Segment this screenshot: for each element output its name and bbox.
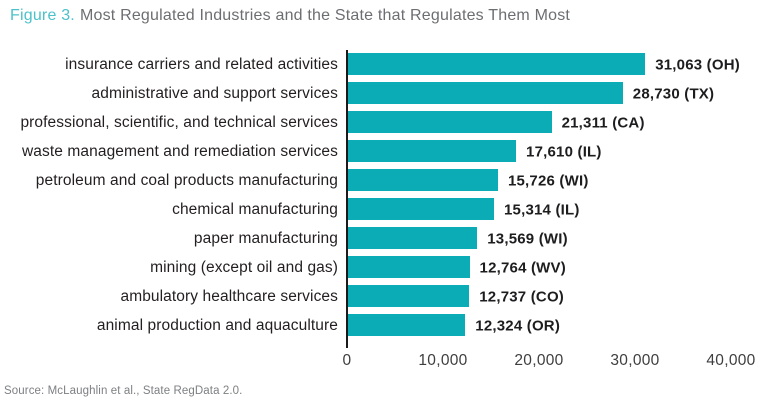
category-label: petroleum and coal products manufacturin… xyxy=(35,171,338,189)
bar-value-label: 12,737 (CO) xyxy=(479,288,565,305)
bar-track: 15,726 (WI) xyxy=(347,166,731,195)
bar-row: animal production and aquaculture 12,324 … xyxy=(0,311,768,340)
x-tick-label: 0 xyxy=(342,352,352,369)
category-label: professional, scientific, and technical … xyxy=(20,113,338,131)
bar-track: 13,569 (WI) xyxy=(347,224,731,253)
bar-row: ambulatory healthcare services 12,737 (CO… xyxy=(0,282,768,311)
bar-track: 28,730 (TX) xyxy=(347,79,731,108)
figure-title: Figure 3. Most Regulated Industries and t… xyxy=(10,7,570,25)
bar-value-label: 21,311 (CA) xyxy=(561,114,645,131)
bar xyxy=(347,256,470,278)
source-note: Source: McLaughlin et al., State RegData… xyxy=(4,385,243,397)
bar-track: 12,324 (OR) xyxy=(347,311,731,340)
bar-rows: insurance carriers and related activitie… xyxy=(0,50,768,340)
bar-track: 12,737 (CO) xyxy=(347,282,731,311)
bar-track: 12,764 (WV) xyxy=(347,253,731,282)
bar-row: administrative and support services 28,73… xyxy=(0,79,768,108)
y-axis-line xyxy=(346,50,348,348)
bar-value-label: 15,314 (IL) xyxy=(504,201,580,218)
x-tick-label: 30,000 xyxy=(610,352,660,369)
bar xyxy=(347,198,494,220)
category-label: insurance carriers and related activitie… xyxy=(65,55,338,73)
figure-number-label: Figure 3. xyxy=(10,7,75,24)
x-tick-label: 20,000 xyxy=(514,352,564,369)
category-label: administrative and support services xyxy=(91,84,338,102)
bar xyxy=(347,314,466,336)
bar-row: paper manufacturing 13,569 (WI) xyxy=(0,224,768,253)
bar-value-label: 13,569 (WI) xyxy=(487,230,568,247)
bar-row: chemical manufacturing 15,314 (IL) xyxy=(0,195,768,224)
bar-track: 31,063 (OH) xyxy=(347,50,740,79)
bar-row: waste management and remediation service… xyxy=(0,137,768,166)
bar-track: 17,610 (IL) xyxy=(347,137,731,166)
bar xyxy=(347,140,517,162)
bar-value-label: 31,063 (OH) xyxy=(655,56,740,73)
bar-row: professional, scientific, and technical … xyxy=(0,108,768,137)
bar-value-label: 12,764 (WV) xyxy=(479,259,566,276)
bar-track: 15,314 (IL) xyxy=(347,195,731,224)
bar-row: petroleum and coal products manufacturin… xyxy=(0,166,768,195)
category-label: chemical manufacturing xyxy=(172,200,338,218)
figure-title-text: Most Regulated Industries and the State … xyxy=(79,7,571,24)
bar-row: mining (except oil and gas) 12,764 (WV) xyxy=(0,253,768,282)
x-tick-label: 10,000 xyxy=(418,352,468,369)
x-axis-ticks: 0 10,000 20,000 30,000 40,000 xyxy=(343,352,756,372)
bar-track: 21,311 (CA) xyxy=(347,108,731,137)
bar-value-label: 28,730 (TX) xyxy=(632,85,715,102)
x-tick-label: 40,000 xyxy=(706,352,756,369)
bar xyxy=(347,82,623,104)
category-label: mining (except oil and gas) xyxy=(150,258,338,276)
bar-value-label: 17,610 (IL) xyxy=(526,143,602,160)
category-label: paper manufacturing xyxy=(193,229,338,247)
bar xyxy=(347,111,552,133)
bar xyxy=(347,285,470,307)
bar xyxy=(347,227,478,249)
bar xyxy=(347,169,498,191)
bar-value-label: 15,726 (WI) xyxy=(507,172,589,189)
bar-row: insurance carriers and related activitie… xyxy=(0,50,768,79)
category-label: animal production and aquaculture xyxy=(96,316,338,334)
category-label: waste management and remediation service… xyxy=(22,142,338,160)
category-label: ambulatory healthcare services xyxy=(120,287,338,305)
bar-value-label: 12,324 (OR) xyxy=(475,317,561,334)
bar xyxy=(347,53,646,75)
